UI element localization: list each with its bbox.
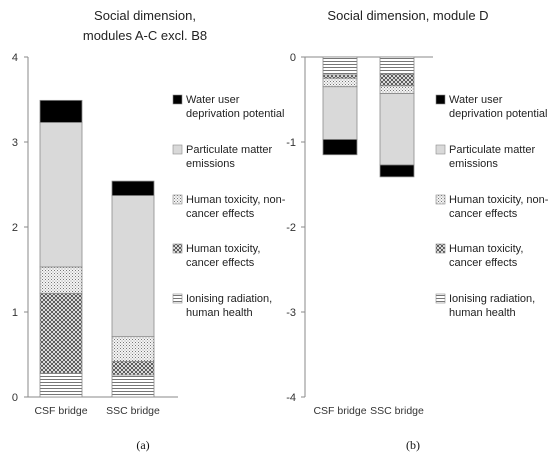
panel-label: (b) (406, 438, 420, 452)
legend-label-ionising: Ionising radiation, (449, 293, 535, 305)
legend-label-cancer: cancer effects (449, 257, 518, 269)
legend-label-water: deprivation potential (449, 108, 547, 120)
bar-segment-water (39, 99, 83, 123)
y-tick-label: 3 (12, 137, 18, 149)
bar-segment-cancer (39, 292, 83, 374)
chart-title-line: Social dimension, module D (327, 8, 488, 23)
legend-label-water: Water user (186, 94, 240, 106)
bar-segment-cancer (379, 73, 415, 87)
x-category-label: SSC bridge (106, 405, 160, 417)
y-tick-label: 4 (12, 52, 18, 64)
legend-label-noncancer: cancer effects (186, 208, 255, 220)
legend-label-ionising: human health (186, 307, 253, 319)
bar-segment-cancer (111, 360, 155, 376)
y-tick-label: 2 (12, 222, 18, 234)
legend-swatch-noncancer (435, 194, 446, 205)
bar-segment-noncancer (322, 77, 358, 88)
bar-segment-ionising (111, 374, 155, 398)
legend-swatch-water (172, 94, 183, 105)
x-category-label: CSF bridge (34, 405, 87, 417)
legend-swatch-water (435, 94, 446, 105)
bar-segment-particulate (322, 86, 358, 140)
legend-label-cancer: Human toxicity, (186, 243, 260, 255)
legend-label-cancer: cancer effects (186, 257, 255, 269)
y-tick-label: 1 (12, 307, 18, 319)
panel-b: Social dimension, module D 0 -1 -2 -3 -4 CSF b… (286, 8, 549, 452)
chart-title-line: Social dimension, (94, 8, 196, 23)
y-tick-label: -1 (286, 137, 296, 149)
bar-segment-ionising (322, 56, 358, 76)
legend-label-water: deprivation potential (186, 108, 284, 120)
chart-title-line: modules A-C excl. B8 (83, 28, 207, 43)
bar-segment-noncancer (39, 266, 83, 294)
legend-label-particulate: emissions (449, 158, 498, 170)
legend-label-noncancer: cancer effects (449, 208, 518, 220)
bar-segment-particulate (39, 122, 83, 268)
panel-a: Social dimension, modules A-C excl. B8 0 1 2… (12, 8, 286, 452)
legend-swatch-cancer (172, 243, 183, 254)
legend-swatch-noncancer (172, 194, 183, 205)
bar-segment-ionising (379, 56, 415, 75)
legend-swatch-particulate (435, 144, 446, 155)
bar-segment-water (111, 180, 155, 196)
legend-swatch-particulate (172, 144, 183, 155)
y-tick-label: -3 (286, 307, 296, 319)
bar-segment-noncancer (379, 85, 415, 94)
x-category-label: CSF bridge (313, 405, 366, 417)
legend-swatch-ionising (435, 293, 446, 304)
legend-label-cancer: Human toxicity, (449, 243, 523, 255)
legend-swatch-cancer (435, 243, 446, 254)
panel-label: (a) (136, 438, 149, 452)
bar-segment-ionising (39, 372, 83, 398)
y-tick-label: -4 (286, 392, 296, 404)
legend-label-particulate: Particulate matter (186, 144, 273, 156)
legend-label-noncancer: Human toxicity, non- (449, 194, 549, 206)
y-tick-label: -2 (286, 222, 296, 234)
legend-label-ionising: human health (449, 307, 516, 319)
bar-segment-particulate (111, 195, 155, 338)
x-category-label: SSC bridge (370, 405, 424, 417)
bar-segment-cancer (322, 74, 358, 79)
y-tick-label: 0 (290, 52, 296, 64)
legend-label-particulate: Particulate matter (449, 144, 536, 156)
bar-segment-water (322, 139, 358, 156)
legend-swatch-ionising (172, 293, 183, 304)
legend-label-particulate: emissions (186, 158, 235, 170)
bar-segment-noncancer (111, 336, 155, 362)
bar-segment-particulate (379, 93, 415, 166)
legend-label-water: Water user (449, 94, 503, 106)
legend-label-ionising: Ionising radiation, (186, 293, 272, 305)
y-tick-label: 0 (12, 392, 18, 404)
legend-label-noncancer: Human toxicity, non- (186, 194, 286, 206)
bar-segment-water (379, 164, 415, 178)
